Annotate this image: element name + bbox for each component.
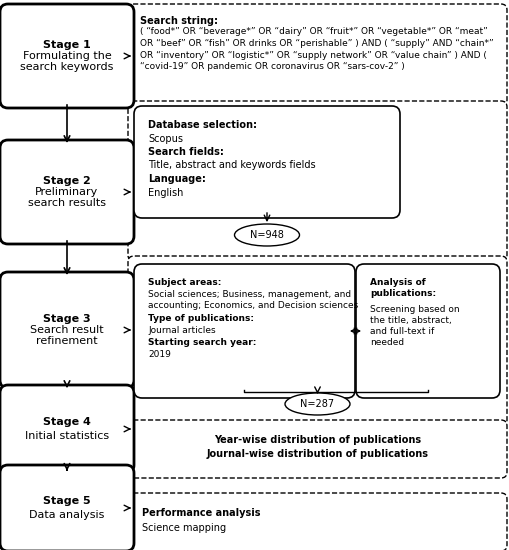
Text: N=948: N=948 bbox=[250, 230, 284, 240]
Ellipse shape bbox=[285, 393, 350, 415]
Text: Database selection:: Database selection: bbox=[148, 120, 257, 130]
Text: Journal articles: Journal articles bbox=[148, 326, 216, 335]
FancyBboxPatch shape bbox=[128, 256, 507, 426]
Text: English: English bbox=[148, 188, 183, 197]
FancyBboxPatch shape bbox=[356, 264, 500, 398]
Text: Initial statistics: Initial statistics bbox=[25, 431, 109, 441]
Text: Stage 4: Stage 4 bbox=[43, 417, 91, 427]
Text: Stage 5: Stage 5 bbox=[43, 496, 91, 506]
FancyBboxPatch shape bbox=[0, 465, 134, 550]
FancyBboxPatch shape bbox=[0, 4, 134, 108]
Text: Data analysis: Data analysis bbox=[30, 510, 105, 520]
FancyBboxPatch shape bbox=[0, 385, 134, 473]
FancyBboxPatch shape bbox=[134, 106, 400, 218]
Text: Search fields:: Search fields: bbox=[148, 147, 224, 157]
Text: Year-wise distribution of publications: Year-wise distribution of publications bbox=[214, 435, 421, 445]
Text: Language:: Language: bbox=[148, 174, 206, 184]
Text: Science mapping: Science mapping bbox=[142, 523, 226, 533]
Text: search results: search results bbox=[28, 198, 106, 208]
Text: Formulating the: Formulating the bbox=[22, 51, 111, 61]
Text: N=287: N=287 bbox=[300, 399, 334, 409]
Text: Search result: Search result bbox=[30, 325, 104, 335]
FancyBboxPatch shape bbox=[128, 420, 507, 478]
Text: Journal-wise distribution of publications: Journal-wise distribution of publication… bbox=[207, 449, 429, 459]
FancyBboxPatch shape bbox=[128, 4, 507, 106]
Text: Screening based on
the title, abstract,
and full-text if
needed: Screening based on the title, abstract, … bbox=[370, 305, 460, 347]
Text: Search string:: Search string: bbox=[140, 16, 218, 26]
Text: ( “food*” OR “beverage*” OR “dairy” OR “fruit*” OR “vegetable*” OR “meat”
OR “be: ( “food*” OR “beverage*” OR “dairy” OR “… bbox=[140, 27, 494, 72]
Text: Social sciences; Business, management, and
accounting; Economics, and Decision s: Social sciences; Business, management, a… bbox=[148, 290, 358, 310]
Text: search keywords: search keywords bbox=[20, 62, 114, 72]
Text: Preliminary: Preliminary bbox=[35, 187, 99, 197]
FancyBboxPatch shape bbox=[0, 272, 134, 388]
FancyBboxPatch shape bbox=[128, 493, 507, 550]
Ellipse shape bbox=[235, 224, 299, 246]
Text: 2019: 2019 bbox=[148, 350, 171, 359]
FancyBboxPatch shape bbox=[0, 140, 134, 244]
Text: Stage 3: Stage 3 bbox=[43, 314, 91, 324]
Text: Analysis of
publications:: Analysis of publications: bbox=[370, 278, 436, 298]
FancyBboxPatch shape bbox=[128, 101, 507, 261]
Text: Stage 2: Stage 2 bbox=[43, 176, 91, 186]
FancyBboxPatch shape bbox=[134, 264, 355, 398]
Text: Stage 1: Stage 1 bbox=[43, 40, 91, 50]
Text: Performance analysis: Performance analysis bbox=[142, 508, 261, 518]
Text: refinement: refinement bbox=[36, 336, 98, 346]
Text: Subject areas:: Subject areas: bbox=[148, 278, 221, 287]
Text: Type of publications:: Type of publications: bbox=[148, 314, 254, 323]
Text: Scopus: Scopus bbox=[148, 134, 183, 144]
Text: Starting search year:: Starting search year: bbox=[148, 338, 257, 347]
Text: Title, abstract and keywords fields: Title, abstract and keywords fields bbox=[148, 161, 316, 170]
